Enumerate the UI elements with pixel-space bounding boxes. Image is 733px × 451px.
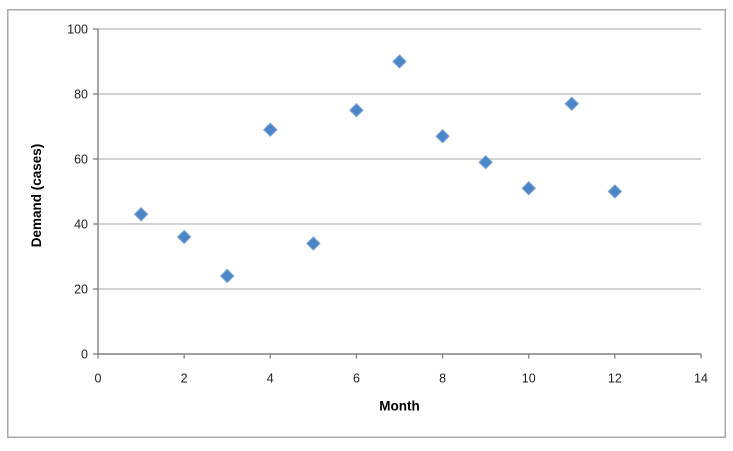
scatter-point (564, 96, 580, 112)
x-tick-label: 2 (181, 372, 188, 386)
x-axis-title: Month (379, 399, 419, 414)
gridlines (98, 28, 701, 290)
scatter-point (133, 206, 149, 222)
x-tick-label: 10 (522, 372, 536, 386)
axes (97, 29, 701, 355)
x-tick-label: 6 (353, 372, 360, 386)
scatter-point (435, 128, 450, 144)
scatter-point (392, 54, 407, 69)
scatter-point (262, 122, 278, 138)
scatter-point (349, 102, 364, 118)
x-tick-label: 14 (694, 372, 708, 386)
y-tick-label: 100 (67, 22, 88, 36)
y-tick-label: 40 (74, 217, 88, 231)
y-tick-label: 60 (74, 152, 88, 166)
y-tick-label: 80 (74, 87, 88, 101)
tick-marks (93, 28, 702, 359)
scatter-point (478, 154, 493, 170)
scatter-point (607, 184, 623, 199)
y-tick-label: 20 (74, 282, 88, 296)
x-tick-label: 4 (267, 372, 274, 386)
scatter-point (176, 229, 192, 245)
tick-labels: 0 20 40 60 80 100 0 2 4 6 8 10 12 14 (67, 22, 708, 385)
scatter-point (219, 268, 235, 284)
data-points (133, 54, 623, 284)
x-tick-label: 8 (439, 372, 446, 386)
y-axis-title: Demand (cases) (29, 144, 44, 248)
y-tick-label: 0 (81, 347, 88, 361)
chart-frame-border (7, 9, 726, 438)
x-tick-label: 0 (95, 372, 102, 386)
x-tick-label: 12 (608, 372, 622, 386)
scatter-point (306, 236, 321, 251)
scatter-point (521, 180, 537, 196)
